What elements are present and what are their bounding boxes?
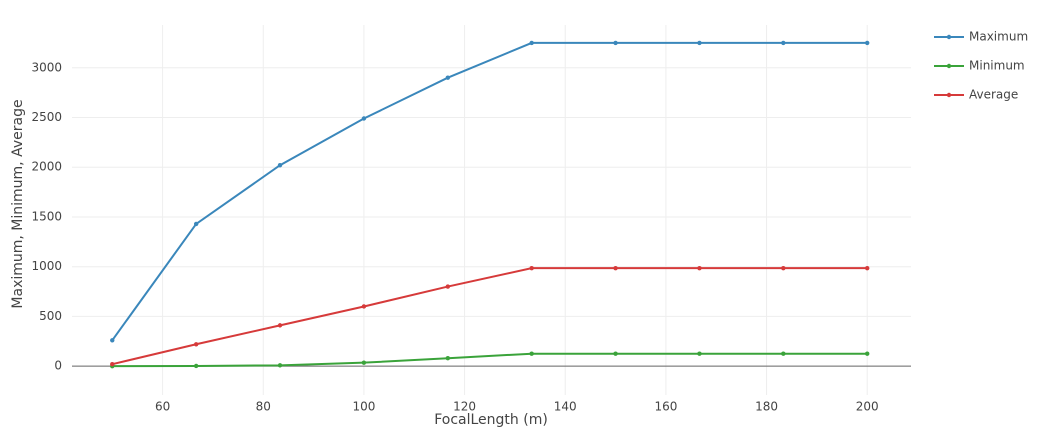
point (361, 304, 367, 309)
point (361, 116, 367, 121)
point (529, 265, 534, 271)
x-tick-label: 80 (256, 400, 271, 414)
series-line (112, 352, 868, 368)
point (110, 361, 115, 367)
y-axis-title: Maximum, Minimum, Average (10, 99, 26, 308)
point (865, 40, 870, 46)
legend-marker (946, 92, 952, 98)
y-tick-label: 2000 (31, 160, 62, 174)
point (613, 265, 618, 271)
point (781, 265, 786, 271)
point (529, 40, 534, 46)
y-tick-label: 2500 (31, 110, 62, 124)
x-tick-label: 120 (453, 400, 476, 414)
y-tick-label: 1000 (31, 259, 62, 273)
point (445, 355, 451, 361)
point (613, 40, 618, 46)
y-tick-label: 500 (39, 309, 62, 323)
point (277, 363, 283, 368)
x-tick-label: 140 (554, 400, 577, 414)
x-tick-label: 60 (155, 400, 170, 414)
point (781, 351, 786, 356)
point (193, 342, 199, 347)
point (781, 40, 786, 46)
x-tick-label: 180 (755, 400, 778, 414)
y-tick-label: 0 (54, 359, 62, 373)
point (445, 284, 451, 289)
point (697, 351, 702, 356)
point (361, 360, 367, 365)
legend-label: Maximum (969, 30, 1028, 44)
x-tick-label: 100 (352, 400, 375, 414)
legend-label: Minimum (969, 59, 1025, 73)
point (529, 351, 534, 356)
point (613, 351, 618, 356)
point (697, 265, 702, 271)
point (277, 163, 283, 168)
x-tick-label: 160 (654, 400, 677, 414)
point (193, 221, 199, 227)
point (110, 338, 115, 343)
point (865, 351, 870, 356)
y-tick-label: 1500 (31, 209, 62, 223)
point (193, 363, 199, 369)
x-tick-label: 200 (856, 400, 879, 414)
series-line (112, 267, 868, 366)
y-tick-label: 3000 (31, 60, 62, 74)
point (445, 75, 451, 80)
legend-label: Average (969, 88, 1018, 102)
legend-marker (946, 34, 952, 40)
point (697, 40, 702, 46)
x-axis-title: FocalLength (m) (434, 412, 548, 428)
legend-marker (946, 63, 952, 69)
point (865, 265, 870, 271)
series-line (111, 41, 868, 341)
point (277, 323, 283, 328)
